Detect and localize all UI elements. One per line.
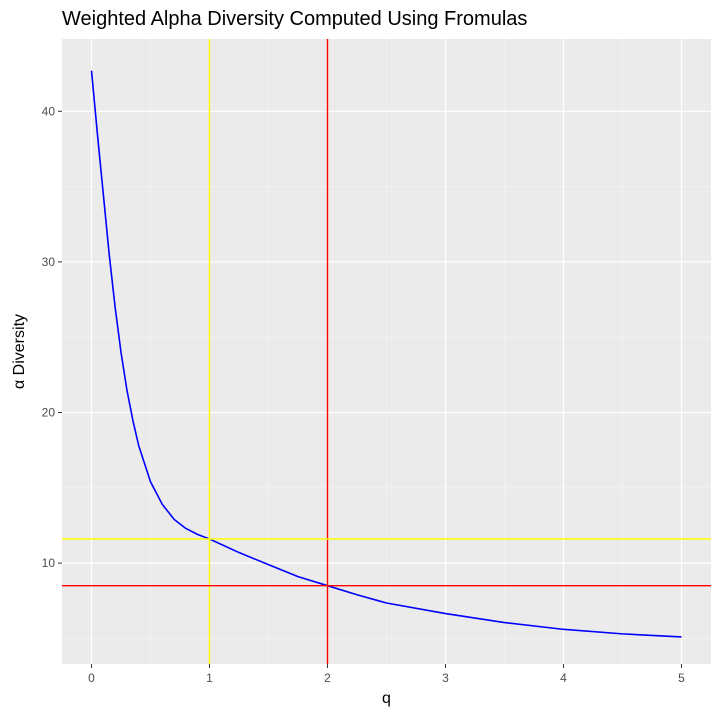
x-tick-label: 1 — [206, 671, 213, 685]
x-axis: 0 1 2 3 4 5 — [88, 664, 685, 685]
x-tick-label: 3 — [442, 671, 449, 685]
x-tick-label: 2 — [324, 671, 331, 685]
y-tick-label: 40 — [42, 104, 56, 118]
diversity-curve — [90, 70, 682, 638]
x-axis-title: q — [382, 690, 391, 707]
minor-gridlines — [62, 39, 711, 664]
chart-title: Weighted Alpha Diversity Computed Using … — [62, 8, 527, 30]
series-layer — [90, 70, 682, 638]
y-tick-label: 10 — [42, 556, 56, 570]
x-tick-label: 5 — [678, 671, 685, 685]
y-tick-label: 30 — [42, 255, 56, 269]
y-tick-label: 20 — [42, 405, 56, 419]
y-axis: 10 20 30 40 — [42, 104, 62, 570]
x-tick-label: 4 — [560, 671, 567, 685]
y-axis-title: α Diversity — [11, 314, 28, 389]
reference-lines — [62, 39, 711, 664]
x-tick-label: 0 — [88, 671, 95, 685]
